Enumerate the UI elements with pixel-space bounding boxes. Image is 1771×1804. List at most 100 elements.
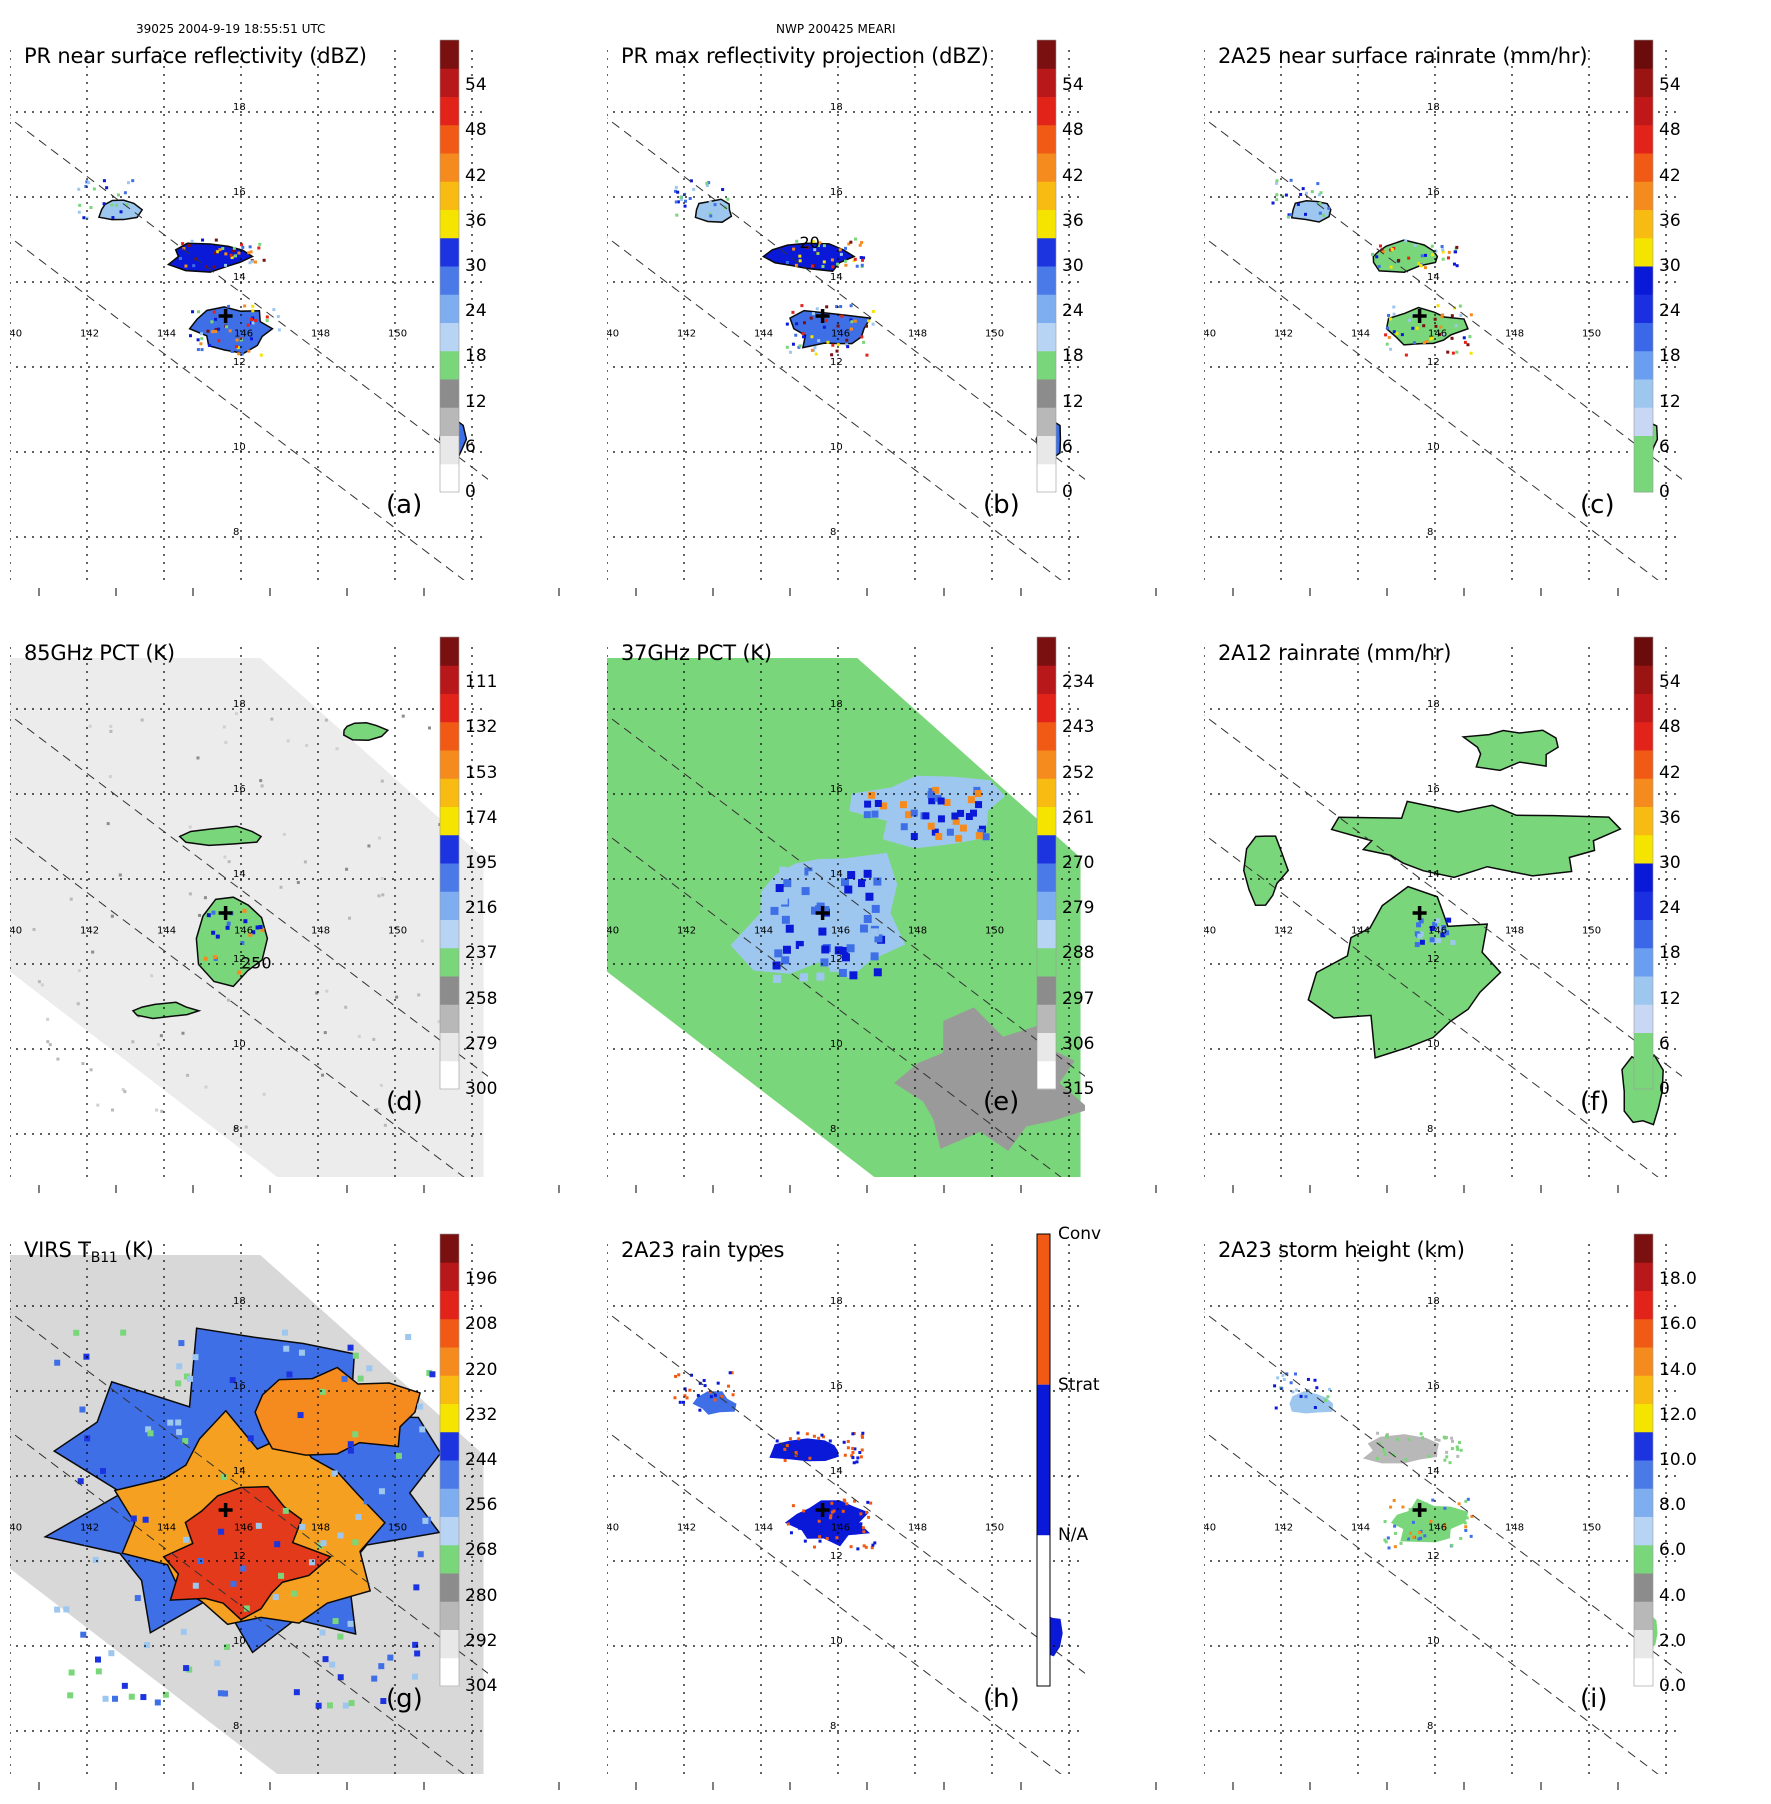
colorbar-segment [1634,976,1653,1005]
pct-pixel [865,881,874,890]
colorbar-segment [440,1516,459,1546]
rain-pixel [1385,1434,1389,1438]
lat-tick-label: 16 [1427,187,1440,198]
rain-pixel [224,252,228,256]
rain-pixel [688,1388,692,1392]
panel-h: 140 142 144 146 148 150 18 16 14 12 10 8 2A23 rain t… [558,1224,1187,1804]
pct-pixel [772,974,781,983]
bg-texture [437,1020,441,1024]
colorbar-tick-label: 54 [465,75,487,96]
colorbar-tick-label: 6 [1659,436,1670,457]
colorbar-tick-label: 111 [465,672,498,693]
colorbar-tick-label: 270 [1062,853,1095,873]
lat-tick-label: 10 [830,1039,843,1050]
lat-tick-label: 16 [233,187,246,198]
colorbar-segment [1037,1234,1050,1385]
colorbar-tick-label: 0 [1659,482,1670,502]
bg-texture [108,775,112,779]
rain-pixel [696,1393,700,1397]
rain-pixel [705,181,709,185]
cloud-pixel [322,1656,329,1663]
rain-pixel [1424,1502,1428,1506]
pr-swath-edge [607,117,1085,480]
bg-texture [88,724,92,728]
lat-tick-label: 18 [233,1296,246,1307]
rain-pixel [1276,1376,1280,1380]
rain-pixel [1434,249,1438,253]
rain-pixel [785,1444,789,1448]
rain-pixel [818,1535,822,1539]
rain-pixel [1454,324,1458,328]
pct-pixel [863,811,871,819]
bg-texture [96,1103,100,1107]
rain-pixel [689,179,693,183]
rain-pixel [1319,1408,1323,1412]
colorbar-segment [1634,693,1653,723]
rain-pixel [835,349,839,353]
bg-texture [56,1057,60,1061]
colorbar [1036,1233,1051,1687]
pct-pixel [928,797,936,805]
pct-pixel [821,945,830,954]
lat-tick-label: 14 [233,1466,246,1477]
rain-pixel [1422,324,1426,328]
rain-pixel [808,1456,812,1460]
colorbar-tick-label: 234 [1062,672,1095,693]
bg-texture [335,747,339,751]
rain-pixel [1459,1448,1463,1452]
rain-pixel [1404,353,1408,357]
rain-pixel [1417,335,1421,339]
panel-letter: (h) [983,1684,1020,1714]
pr-swath-edge [10,117,488,480]
rain-pixel [221,247,225,251]
pct-pixel [965,812,973,820]
lon-tick-label: 148 [1505,1523,1524,1534]
rain-pixel [1466,343,1470,347]
pct-pixel [873,877,882,886]
rain-pixel [251,321,255,325]
rain-pixel [235,338,239,342]
rain-pixel [1418,918,1424,924]
colorbar-tick-label: 237 [465,943,498,964]
bg-texture [270,717,274,721]
rain-pixel [78,203,82,207]
rain-pixel [1416,244,1420,248]
panel-title: 37GHz PCT (K) [621,641,772,665]
lat-tick-label: 12 [233,954,246,965]
rain-pixel [853,1499,857,1503]
cloud-pixel [222,1690,229,1697]
rain-pixel [1326,1395,1330,1399]
pct-pixel [863,869,872,878]
cloud-pixel [175,1419,182,1426]
rain-pixel [796,1431,800,1435]
rain-pixel [1397,1440,1401,1444]
rain-pixel [677,1373,681,1377]
bg-texture [395,995,399,999]
rain-pixel [1417,933,1423,939]
cloud-pixel [176,1429,183,1436]
rain-pixel [861,1431,865,1435]
bg-texture [401,714,405,718]
lat-tick-label: 10 [830,442,843,453]
colorbar-tick-label: 6 [465,436,476,457]
cloud-pixel [315,1702,322,1709]
colorbar-tick-label: 232 [465,1404,498,1425]
colorbar-segment [1634,1403,1653,1433]
lon-tick-label: 140 [3,329,22,340]
colorbar [1036,39,1057,493]
lon-tick-label: 142 [80,329,99,340]
rain-pixel [1289,213,1293,217]
ice-pixel [255,925,260,930]
rain-pixel [1376,1431,1380,1435]
colorbar-segment [1634,379,1653,408]
rain-pixel [1383,1538,1387,1542]
pct-pixel [957,809,965,817]
colorbar-segment [1634,721,1653,751]
rain-pixel [1315,1386,1319,1390]
rain-pixel [1458,304,1462,308]
colorbar-segment [1634,294,1653,323]
rain-pixel [830,353,834,357]
panel-title-text: VIRS T [24,1238,91,1262]
rain-pixel [206,329,210,333]
bg-texture [305,744,309,748]
